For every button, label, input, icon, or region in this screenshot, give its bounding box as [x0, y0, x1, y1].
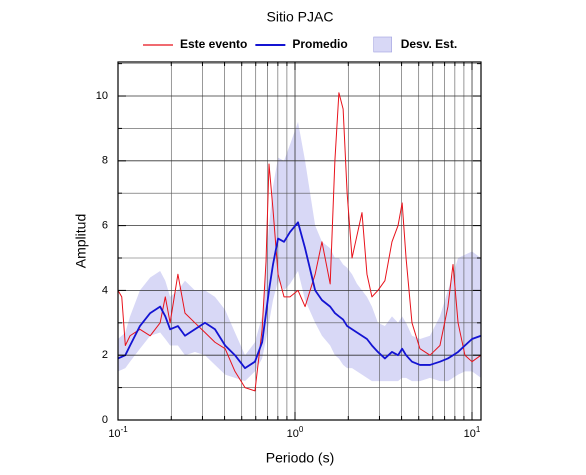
y-tick-label: 6: [102, 220, 108, 232]
x-tick-base: 10: [108, 428, 120, 440]
y-tick-label: 2: [102, 349, 108, 361]
x-tick-exponent: 1: [476, 425, 481, 434]
series-line: [117, 221, 482, 370]
y-axis-label: Amplitud: [73, 214, 89, 268]
x-tick-label: 100: [287, 425, 304, 440]
x-tick-exponent: 0: [299, 425, 304, 434]
x-tick-exponent: -1: [121, 425, 129, 434]
y-tick-label: 0: [102, 414, 108, 426]
plot-data: [118, 121, 481, 382]
legend-label: Promedio: [292, 37, 347, 51]
y-tick-label: 8: [102, 155, 108, 167]
x-tick-base: 10: [464, 428, 476, 440]
legend-swatch: [373, 36, 393, 53]
y-tick-label: 4: [102, 284, 108, 296]
series-line: [117, 92, 482, 392]
x-tick-label: 101: [464, 425, 481, 440]
legend-label: Desv. Est.: [401, 37, 457, 51]
chart-title: Sitio PJAC: [267, 9, 334, 25]
legend-label: Este evento: [180, 37, 247, 51]
x-tick-label: 10-1: [108, 425, 128, 440]
plot-frame: [117, 61, 482, 421]
legend: Este evento Promedio Desv. Est.: [143, 36, 457, 53]
std-band: [118, 121, 481, 382]
x-axis-label: Periodo (s): [266, 450, 334, 466]
x-tick-base: 10: [287, 428, 299, 440]
y-tick-label: 10: [96, 90, 108, 102]
